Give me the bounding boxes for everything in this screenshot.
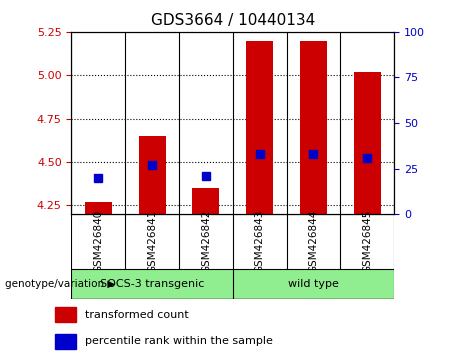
Text: GSM426842: GSM426842 — [201, 210, 211, 273]
Text: GSM426841: GSM426841 — [147, 210, 157, 273]
Text: wild type: wild type — [288, 279, 339, 289]
Bar — [354, 72, 381, 214]
Text: GSM426843: GSM426843 — [254, 210, 265, 273]
Bar — [55, 307, 76, 322]
Bar — [193, 188, 219, 214]
Text: SOCS-3 transgenic: SOCS-3 transgenic — [100, 279, 204, 289]
Text: GSM426840: GSM426840 — [93, 210, 103, 273]
Bar — [246, 41, 273, 214]
Title: GDS3664 / 10440134: GDS3664 / 10440134 — [151, 13, 315, 28]
Text: transformed count: transformed count — [85, 310, 189, 320]
Bar — [300, 41, 327, 214]
Bar — [55, 334, 76, 349]
Text: GSM426844: GSM426844 — [308, 210, 319, 273]
Bar — [139, 136, 165, 214]
Text: percentile rank within the sample: percentile rank within the sample — [85, 336, 272, 346]
Bar — [85, 202, 112, 214]
Text: genotype/variation ▶: genotype/variation ▶ — [5, 279, 115, 289]
Text: GSM426845: GSM426845 — [362, 210, 372, 273]
